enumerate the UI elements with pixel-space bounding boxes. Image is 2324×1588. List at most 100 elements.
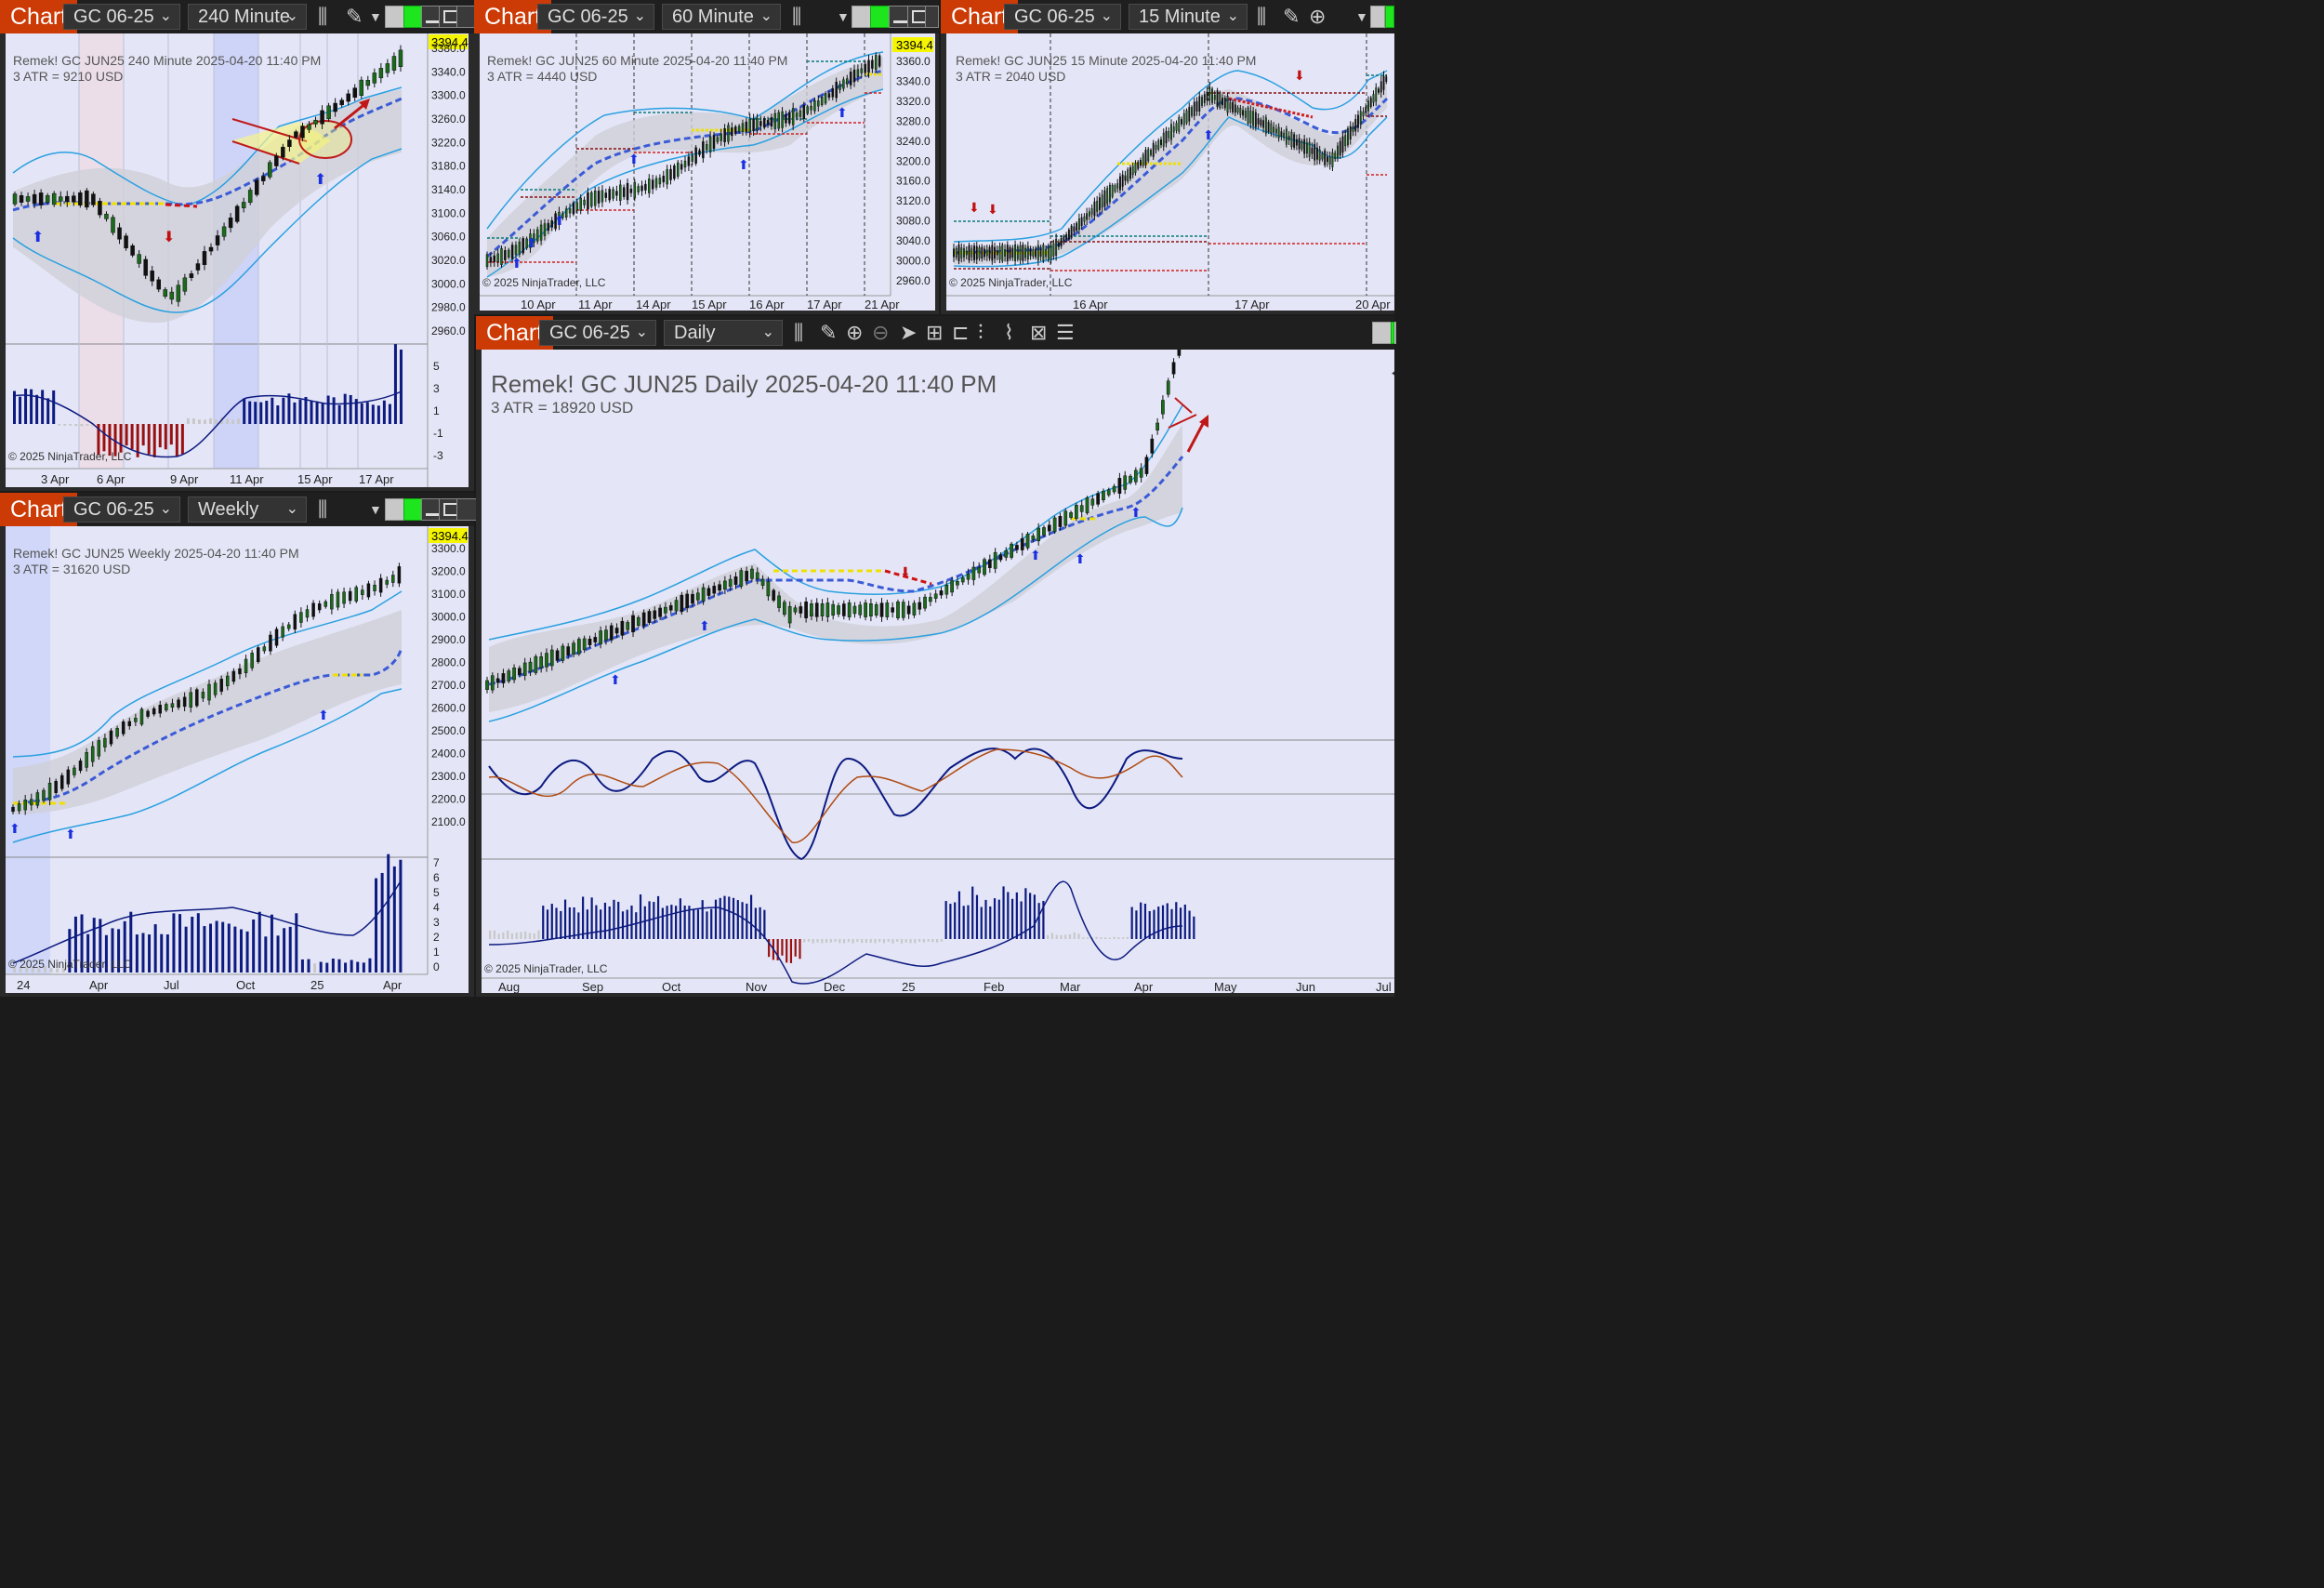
drawing-tool-icon[interactable]: ✎	[820, 321, 838, 344]
candle-body	[507, 670, 511, 682]
indicators-icon[interactable]: ⫶	[978, 321, 984, 344]
candle-body	[247, 190, 253, 203]
chart-weekly-plot[interactable]: ⬆ ⬆ ⬆ 3394.4 Remek! GC JUN25 Weekly 2025…	[0, 526, 474, 997]
candle-body	[702, 141, 705, 159]
chart-window-15min: Chart GC 06-25 ⌄ 15 Minute ⌄ ⫼ ✎ ⊕ ▼	[941, 0, 1394, 314]
histogram-bar	[754, 907, 757, 939]
timeframe-selector[interactable]: 240 Minute ⌄	[188, 4, 307, 30]
candle-body	[1274, 128, 1277, 134]
bar-style-icon[interactable]: ⫼	[794, 321, 804, 344]
drawing-tool-icon[interactable]: ✎	[1283, 5, 1301, 28]
upper-band	[486, 51, 884, 230]
timeframe-value: Daily	[674, 323, 716, 343]
candle-body	[583, 199, 586, 205]
candle-body	[955, 248, 957, 258]
breakout-arrow	[334, 100, 368, 130]
drawing-tool-icon[interactable]: ✎	[346, 5, 363, 28]
histogram-bar	[1068, 934, 1072, 939]
chevron-down-icon[interactable]: ▼	[1355, 9, 1368, 24]
x-tick-label: Apr	[383, 978, 403, 992]
bar-style-icon[interactable]: ⫼	[318, 497, 328, 521]
candle-body	[1142, 154, 1144, 166]
candle-body	[957, 245, 960, 261]
y-tick-label: 4	[433, 901, 440, 914]
window-active-button[interactable]	[1391, 322, 1394, 344]
histogram-bar	[789, 939, 793, 963]
templates-icon[interactable]: ⊠	[1030, 321, 1048, 344]
candle-body	[1080, 217, 1083, 226]
timeframe-selector[interactable]: 15 Minute ⌄	[1129, 4, 1248, 30]
x-axis-240: 3 Apr 6 Apr 9 Apr 11 Apr 15 Apr 17 Apr	[41, 472, 394, 486]
candle-body	[1165, 130, 1168, 144]
candle-body	[787, 606, 792, 624]
candle-body	[1001, 245, 1004, 261]
candle-body	[766, 120, 770, 126]
candle-body	[1216, 90, 1219, 108]
candle-body	[985, 249, 988, 257]
timeframe-selector[interactable]: Weekly ⌄	[188, 496, 307, 523]
chart-daily-plot[interactable]: ⬆ ⬆ ⬆ ⬆ ⬆ ⬇ ← Remek! GC JUN25 Daily 2025…	[476, 350, 1394, 997]
chevron-down-icon[interactable]: ▼	[369, 9, 382, 24]
chevron-down-icon[interactable]: ▼	[837, 9, 850, 24]
candle-body	[1045, 248, 1048, 258]
timeframe-value: 60 Minute	[672, 7, 754, 27]
signal-up-arrow: ⬆	[9, 821, 20, 836]
window-link-button[interactable]	[1370, 6, 1385, 28]
candle-body	[615, 191, 618, 196]
instrument-selector[interactable]: GC 06-25 ⌄	[537, 4, 654, 30]
histogram-bar	[360, 403, 363, 424]
chart-60min-plot[interactable]: ⬆ ⬆ ⬆ ⬆ ⬆ ⬆ 3394.4 Remek! GC JUN25 60 Mi…	[474, 33, 939, 314]
candle-body	[134, 718, 138, 722]
candle-body	[35, 792, 40, 806]
histogram-bar	[321, 403, 324, 424]
instrument-value: GC 06-25	[549, 323, 630, 343]
candle-body	[1221, 98, 1224, 106]
histogram-bar	[237, 418, 241, 424]
candle-body	[998, 554, 1003, 561]
instrument-selector[interactable]: GC 06-25 ⌄	[1004, 4, 1121, 30]
x-axis-60: 10 Apr 11 Apr 14 Apr 15 Apr 16 Apr 17 Apr 21 A…	[521, 298, 900, 311]
chevron-down-icon[interactable]: ▼	[369, 502, 382, 517]
data-box-icon[interactable]: ⊞	[926, 321, 944, 344]
histogram-bar	[1122, 937, 1125, 939]
candle-body	[810, 105, 812, 111]
strategies-icon[interactable]: ⌇	[1004, 321, 1014, 344]
candle-body	[991, 245, 994, 261]
timeframe-selector[interactable]: 60 Minute ⌄	[662, 4, 781, 30]
close-button[interactable]	[925, 6, 939, 28]
instrument-selector[interactable]: GC 06-25 ⌄	[63, 4, 180, 30]
histogram-bar	[165, 934, 169, 973]
candle-body	[561, 645, 565, 661]
bar-style-icon[interactable]: ⫼	[318, 5, 328, 28]
mid-trend-dashed	[486, 69, 884, 258]
zoom-out-icon[interactable]: ⊖	[872, 321, 890, 344]
histogram-bar	[221, 921, 225, 973]
chart-240min-plot[interactable]: ⬆ ⬇ ⬆ 3394.4 Remek! GC JUN25 240 Minute …	[0, 33, 474, 491]
back-arrow-icon[interactable]: ←	[1387, 355, 1394, 383]
candle-body	[680, 594, 684, 612]
window-active-button[interactable]	[1385, 6, 1394, 28]
instrument-selector[interactable]: GC 06-25 ⌄	[63, 496, 180, 523]
lower-band	[12, 688, 403, 843]
histogram-bar	[49, 968, 53, 973]
timeframe-selector[interactable]: Daily ⌄	[664, 320, 783, 346]
y-tick-label: 5	[433, 886, 440, 899]
chart-trader-icon[interactable]: ☰	[1056, 321, 1075, 344]
histogram-bar	[891, 939, 894, 944]
properties-icon[interactable]: ⊏	[952, 321, 970, 344]
bar-style-icon[interactable]: ⫼	[1257, 5, 1267, 28]
candle-body	[777, 112, 780, 129]
chart-15min-plot[interactable]: ⬇ ⬇ ⬇ ⬆ Remek! GC JUN25 15 Minute 2025-0…	[941, 33, 1394, 314]
histogram-bar	[313, 963, 317, 973]
zoom-in-icon[interactable]: ⊕	[1309, 5, 1327, 28]
candle-body	[706, 588, 711, 596]
candle-body	[228, 218, 233, 229]
candle-body	[817, 100, 820, 107]
bar-style-icon[interactable]: ⫼	[792, 5, 802, 28]
instrument-selector[interactable]: GC 06-25 ⌄	[539, 320, 656, 346]
zoom-in-icon[interactable]: ⊕	[846, 321, 864, 344]
pointer-icon[interactable]: ➤	[900, 321, 918, 344]
candle-body	[496, 253, 499, 262]
histogram-bar	[922, 939, 925, 943]
candle-body	[348, 590, 352, 602]
